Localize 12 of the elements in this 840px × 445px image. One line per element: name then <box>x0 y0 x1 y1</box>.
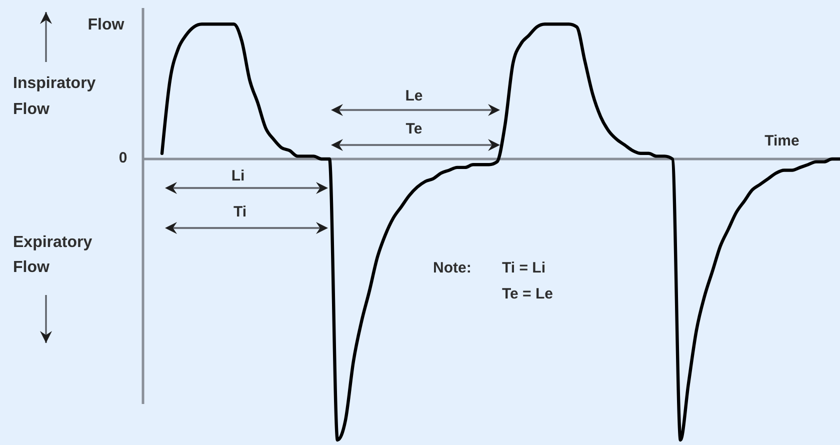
text: Expiratory Flow <box>13 234 92 276</box>
annotation: Le <box>405 88 423 104</box>
annotation: Te <box>406 120 422 138</box>
x-axis-title: Time <box>764 132 800 150</box>
annotation: Te = Le <box>502 286 553 302</box>
annotation: Note: <box>433 260 472 276</box>
y-axis-title: Flow <box>88 16 125 34</box>
text: Inspiratory Flow <box>13 74 96 118</box>
annotation: Li <box>231 168 245 184</box>
annotation: Ti <box>233 204 247 220</box>
text: 0 <box>118 150 128 166</box>
annotation: Ti = Li <box>502 260 546 276</box>
